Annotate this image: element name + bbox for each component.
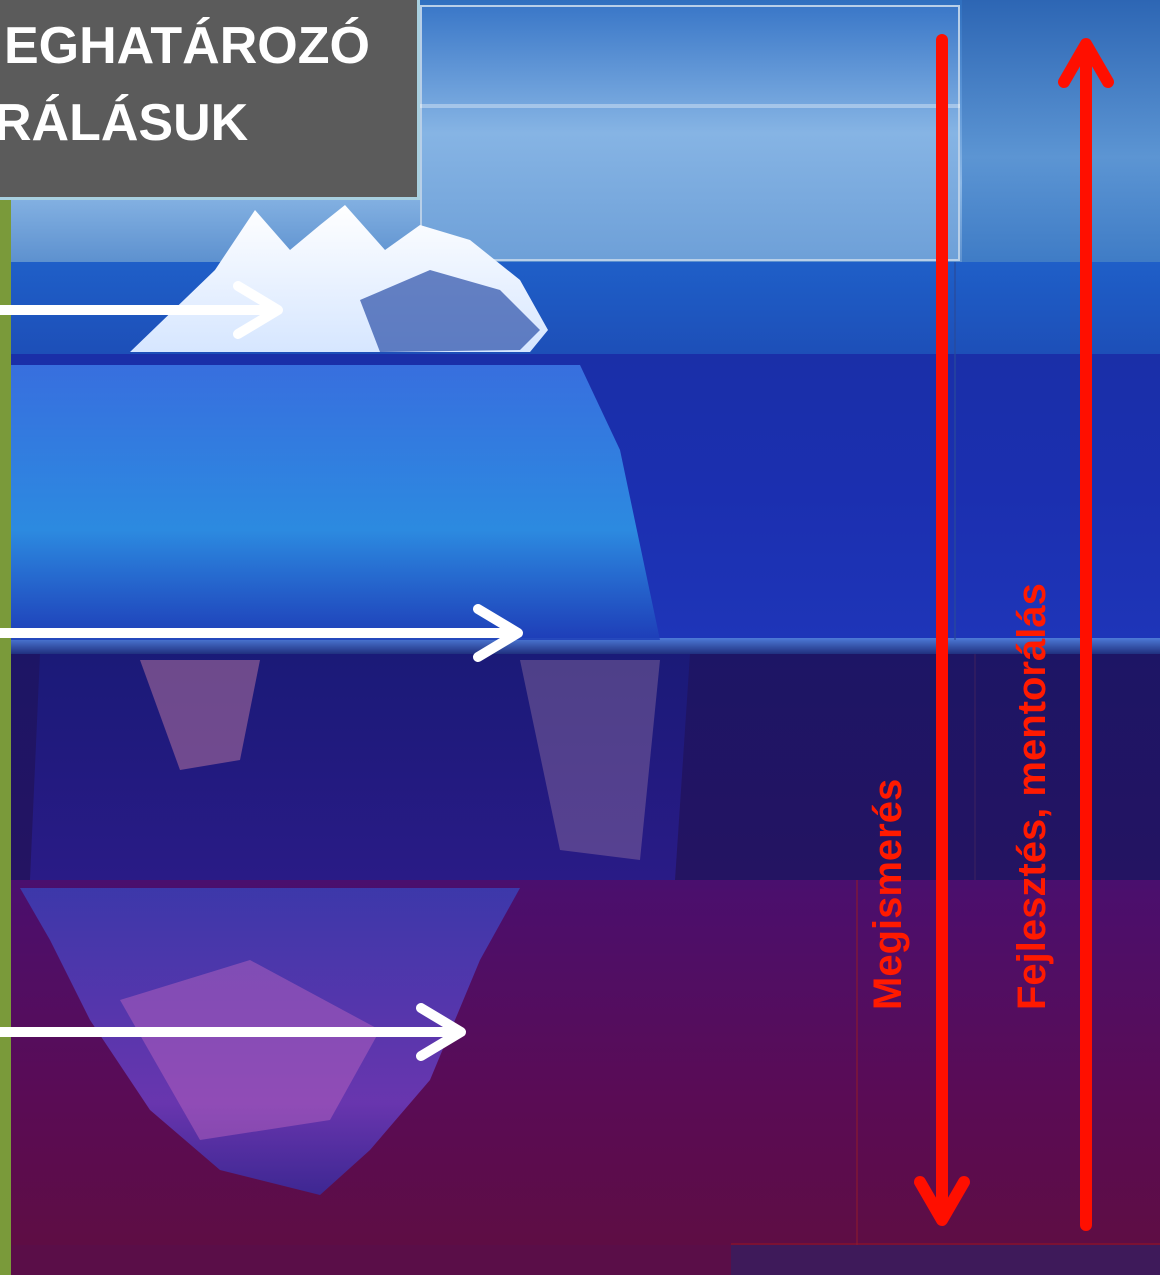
sky-seam xyxy=(420,104,960,108)
white-arrow-top xyxy=(0,281,283,339)
white-arrow-bottom xyxy=(0,1003,466,1061)
white-arrow-middle xyxy=(0,604,523,662)
title-box: EGHATÁROZÓ RÁLÁSUK xyxy=(0,0,420,200)
iceberg-underwater-lower xyxy=(20,888,520,1195)
iceberg-underwater-upper xyxy=(11,365,660,640)
red-arrow-down xyxy=(914,34,970,1226)
label-development: Fejlesztés, mentorálás xyxy=(1010,583,1054,1010)
title-line-1: EGHATÁROZÓ xyxy=(4,17,370,75)
layer-seam xyxy=(11,638,1160,654)
label-recognition: Megismerés xyxy=(866,778,910,1010)
red-arrow-up xyxy=(1058,38,1114,1231)
sky-photo-panel xyxy=(420,5,960,261)
bottom-band xyxy=(11,1245,731,1275)
title-line-2: RÁLÁSUK xyxy=(0,94,249,152)
bottom-strip xyxy=(731,1243,1160,1275)
sky-right-panel xyxy=(962,0,1160,262)
